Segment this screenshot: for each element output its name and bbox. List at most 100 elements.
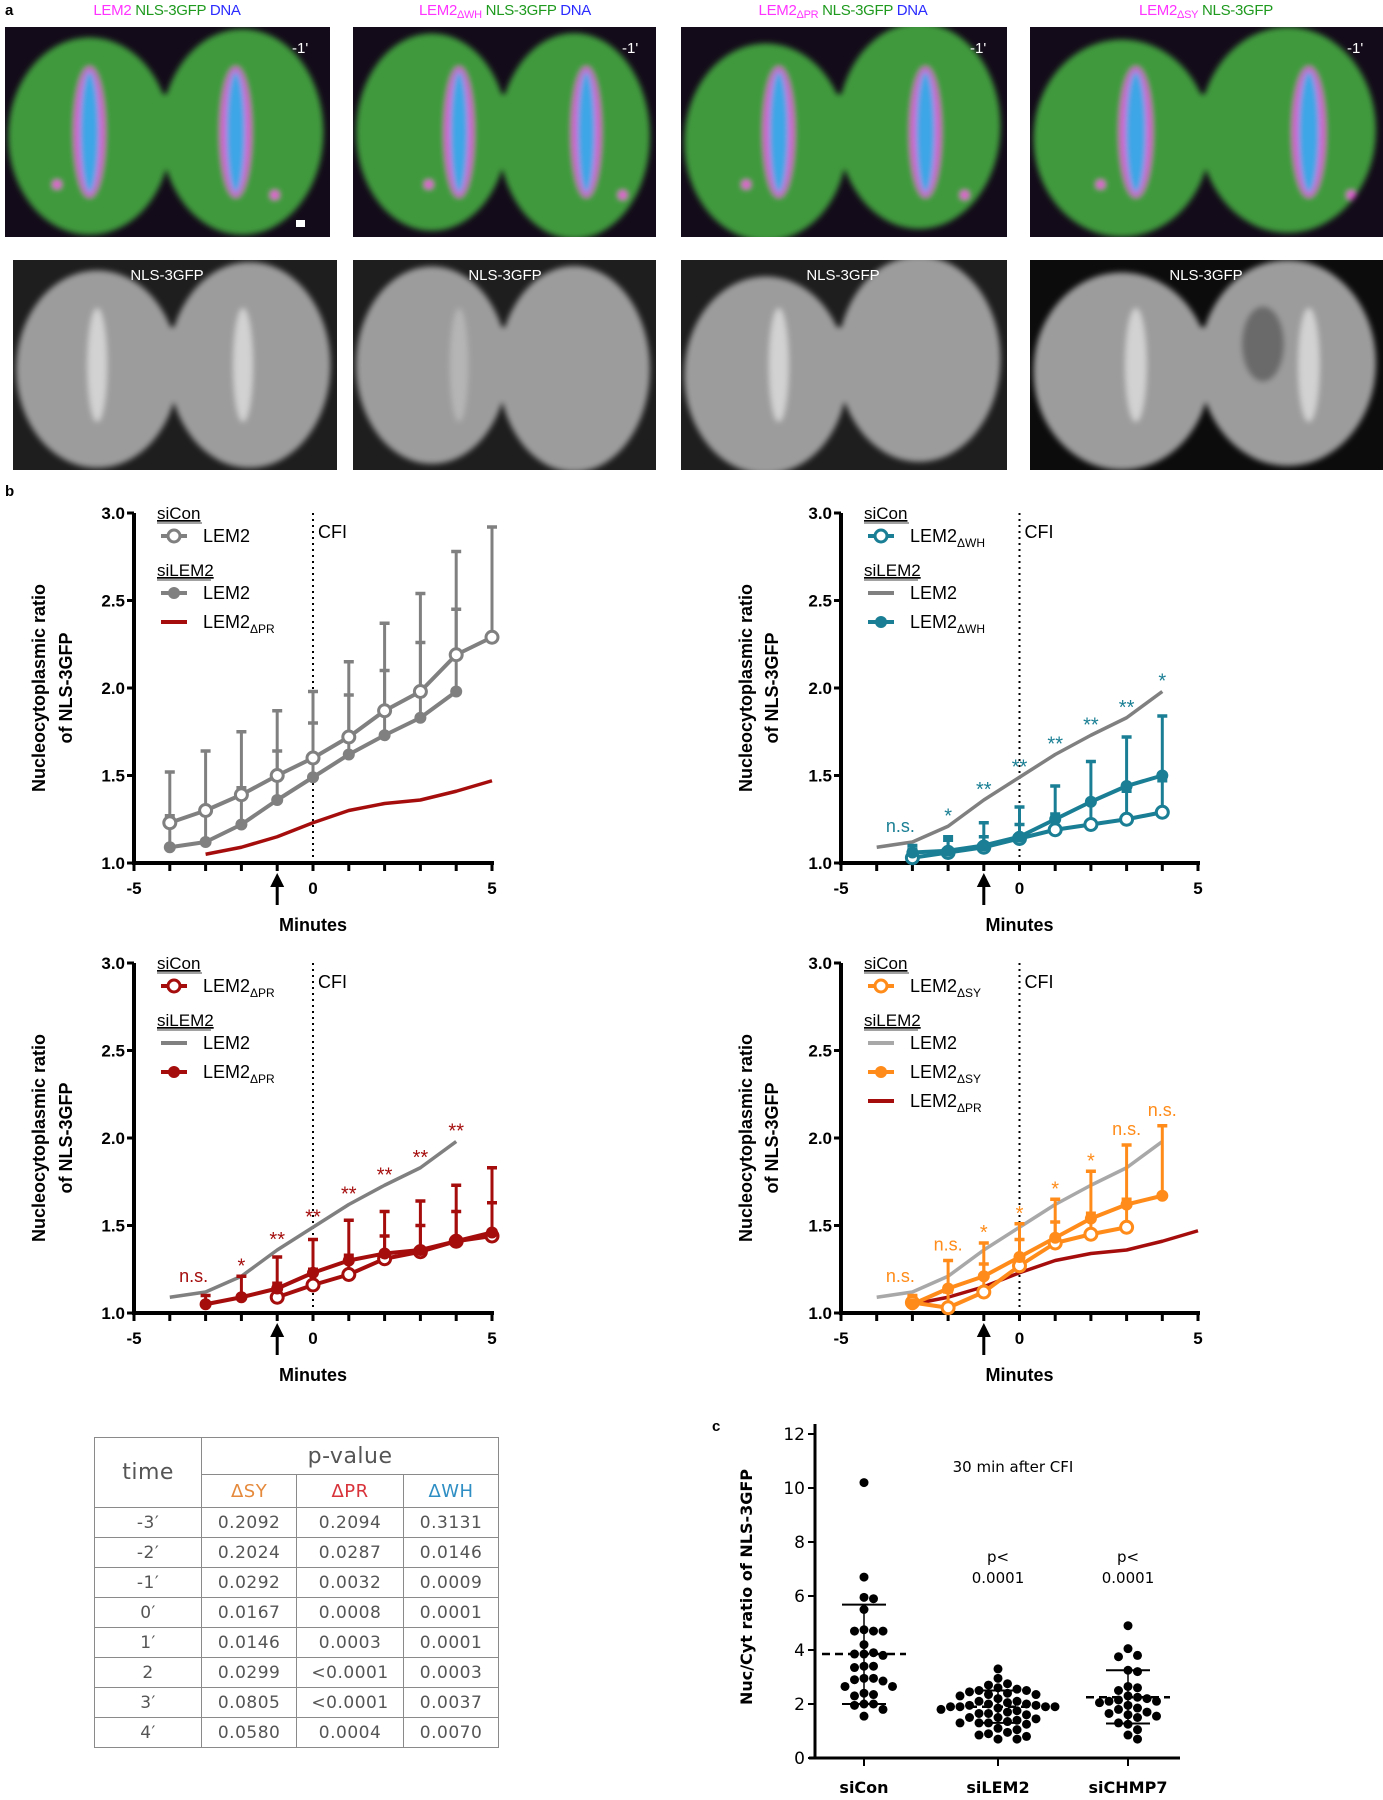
channel-label: NLS-3GFP — [130, 267, 204, 284]
data-point — [869, 1661, 878, 1671]
data-point — [448, 647, 464, 663]
data-point — [1133, 1692, 1142, 1702]
legend-group-title: siCon — [157, 504, 200, 523]
x-tick-label: 5 — [487, 879, 496, 898]
data-point — [1084, 1212, 1097, 1225]
y-tick-label: 10 — [783, 1479, 805, 1499]
channel-label: NLS-3GFP — [806, 267, 880, 284]
legend-label: LEM2ΔPR — [203, 612, 275, 636]
lem2-foci — [742, 180, 751, 189]
legend-label-text: LEM2 — [910, 1062, 957, 1082]
significance-label: ** — [341, 1184, 357, 1206]
channel-label: DNA — [209, 2, 241, 19]
dna-signal — [226, 71, 246, 193]
legend-marker — [875, 1066, 887, 1078]
channel-label: NLS-3GFP — [135, 2, 206, 19]
data-point — [1083, 817, 1099, 832]
cytokinetic-bridge — [795, 327, 893, 403]
dna-signal — [769, 71, 789, 193]
data-point — [1119, 1219, 1135, 1235]
legend-marker — [166, 978, 182, 994]
data-point — [878, 1626, 888, 1636]
data-point — [869, 1626, 878, 1636]
time-cell: -3′ — [93, 1507, 203, 1538]
nuclear-signal — [87, 308, 107, 422]
legend-label: LEM2ΔPR — [203, 976, 275, 1000]
cell-lobe-left — [684, 276, 848, 470]
lem2-foci — [1347, 191, 1356, 199]
panel-letter-c: c — [712, 1418, 721, 1435]
channel-subscript: ΔSY — [1177, 9, 1199, 21]
legend-marker — [873, 978, 889, 994]
data-point — [1142, 1694, 1152, 1704]
cytokinetic-bridge — [126, 327, 224, 403]
significance-label: n.s. — [934, 1235, 963, 1255]
significance-label: n.s. — [886, 816, 915, 836]
cell-lobe-left — [356, 266, 508, 464]
data-point — [1031, 1714, 1041, 1724]
data-point — [305, 750, 321, 766]
data-point — [1031, 1700, 1041, 1710]
significance-label: * — [1016, 1203, 1024, 1225]
dna-signal — [1298, 71, 1320, 193]
data-point — [965, 1700, 974, 1710]
data-point — [869, 1690, 878, 1700]
microscopy-image — [353, 27, 656, 237]
nuclear-signal — [1125, 308, 1147, 422]
p-value-cell: 0.0167 — [201, 1597, 298, 1628]
legend-label: LEM2ΔPR — [910, 1091, 982, 1115]
data-point — [1154, 804, 1170, 820]
microscopy-image — [1030, 260, 1383, 470]
y-tick-label: 2.0 — [808, 679, 832, 698]
channel-label: DNA — [896, 2, 928, 19]
legend-label-subscript: ΔSY — [957, 986, 981, 1000]
p-value-cell: 0.0032 — [296, 1567, 405, 1598]
data-point — [269, 768, 285, 783]
data-point — [1003, 1717, 1012, 1727]
y-tick-label: 3.0 — [808, 954, 832, 973]
data-point — [869, 1648, 878, 1658]
y-tick-label: 1.0 — [808, 854, 832, 873]
time-cell: 3′ — [93, 1687, 203, 1718]
y-tick-label: 1.5 — [808, 767, 832, 786]
series-line-3 — [911, 1193, 1163, 1307]
cfi-label: CFI — [1025, 522, 1054, 542]
cell-lobe-right — [837, 260, 1001, 462]
nuclear-signal — [1298, 308, 1320, 422]
legend-label-subscript: ΔWH — [957, 536, 985, 550]
y-tick-label: 12 — [783, 1425, 805, 1445]
significance-label: * — [980, 1222, 988, 1244]
data-point — [450, 685, 463, 698]
time-label: -1' — [970, 40, 987, 57]
table-row: -2′ 0.2024 0.0287 0.0146 — [93, 1537, 499, 1568]
data-point — [1012, 1734, 1022, 1744]
up-arrow-icon — [976, 873, 991, 887]
y-tick-label: 1.5 — [101, 1217, 125, 1236]
y-tick-label: 1.5 — [101, 767, 125, 786]
p-value-table: time p-value ΔSY ΔPR ΔWH -3′ 0.2092 0.2094 0.313… — [93, 1437, 499, 1748]
significance-label: ** — [413, 1147, 429, 1169]
time-label: -1' — [622, 40, 639, 57]
data-point — [940, 1300, 956, 1316]
legend-label-subscript: ΔPR — [250, 622, 275, 636]
data-point — [840, 1681, 850, 1691]
y-axis-title: Nucleocytoplasmic ratio — [29, 1034, 49, 1242]
x-tick-label: 0 — [1015, 1329, 1024, 1348]
data-point — [878, 1650, 888, 1660]
data-point — [1152, 1696, 1161, 1706]
legend-marker — [168, 1066, 180, 1078]
data-point — [1120, 1198, 1133, 1211]
data-point — [878, 1676, 888, 1686]
cytokinetic-bridge — [118, 94, 217, 170]
cytokinetic-bridge — [459, 94, 550, 170]
dna-signal — [1125, 71, 1147, 193]
data-point — [869, 1594, 878, 1604]
data-point — [1152, 1711, 1161, 1721]
data-point — [233, 787, 249, 803]
data-point — [1013, 830, 1026, 843]
data-point — [1095, 1698, 1104, 1708]
lem2-foci — [53, 180, 61, 189]
p-value-cell: 0.0004 — [296, 1717, 405, 1748]
nls-3gfp-image — [1030, 260, 1383, 470]
y-tick-label: 1.5 — [808, 1217, 832, 1236]
